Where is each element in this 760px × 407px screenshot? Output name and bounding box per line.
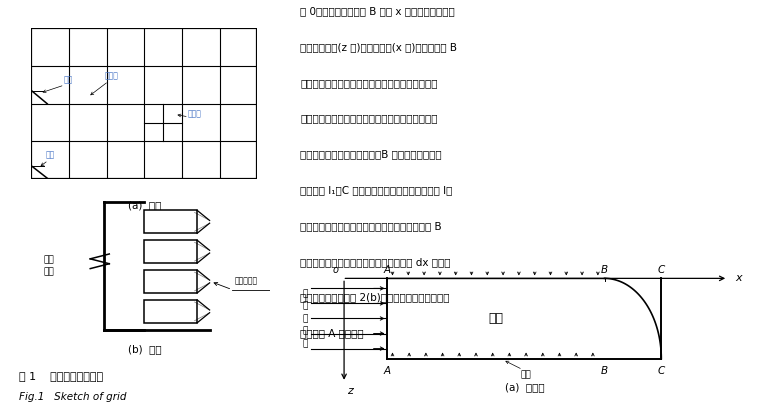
- Text: $B$: $B$: [600, 363, 609, 376]
- Bar: [144, 270, 197, 293]
- Text: 密网格: 密网格: [188, 109, 201, 118]
- Text: $A$: $A$: [383, 363, 392, 376]
- Text: 进行受力分析，如图 2(b)所示，坐标原点取网格前: 进行受力分析，如图 2(b)所示，坐标原点取网格前: [300, 293, 450, 303]
- Text: (b)  剖面: (b) 剖面: [128, 345, 161, 354]
- Text: $C$: $C$: [657, 263, 666, 276]
- Bar: [144, 210, 197, 233]
- Text: $o$: $o$: [331, 265, 339, 275]
- Text: 截面前、后土体进行分析，现取网格内厚 dx 的土体: 截面前、后土体进行分析，现取网格内厚 dx 的土体: [300, 257, 451, 267]
- Text: 刃口: 刃口: [63, 75, 73, 84]
- Text: $A$: $A$: [383, 263, 392, 276]
- Text: 图 1    工具管网格示意图: 图 1 工具管网格示意图: [19, 372, 103, 381]
- Text: 触，计为 l₁，C 截面处长度称为临界长度，计为 l，: 触，计为 l₁，C 截面处长度称为临界长度，计为 l，: [300, 185, 452, 195]
- Text: (a)  侧视图: (a) 侧视图: [505, 382, 544, 392]
- Text: $x$: $x$: [735, 274, 744, 283]
- Text: 网络: 网络: [521, 371, 531, 380]
- Text: 体状的空隙。根据以上分析，B 截面以前称为全接: 体状的空隙。根据以上分析，B 截面以前称为全接: [300, 149, 442, 160]
- Text: 刃口: 刃口: [46, 151, 55, 160]
- Text: $z$: $z$: [347, 386, 356, 396]
- Text: 迎
面
土
压
力: 迎 面 土 压 力: [303, 289, 309, 348]
- Text: (a)  立面: (a) 立面: [128, 200, 161, 210]
- Text: $B$: $B$: [600, 263, 609, 276]
- Text: 端迎土面 A 截面处。: 端迎土面 A 截面处。: [300, 328, 364, 339]
- Text: 为 0，据此可近似认为 B 截面 x 方向的土压力等于: 为 0，据此可近似认为 B 截面 x 方向的土压力等于: [300, 6, 455, 16]
- Text: 截面以后，土体只在自重及摩擦力下维持平衡，由: 截面以后，土体只在自重及摩擦力下维持平衡，由: [300, 78, 438, 88]
- Text: 预制
箱涵: 预制 箱涵: [44, 255, 55, 277]
- Text: 土体: 土体: [489, 312, 504, 325]
- Bar: [144, 240, 197, 263]
- Text: 工具管刃口: 工具管刃口: [235, 277, 258, 286]
- Text: 此面自重应力(z 向)产生的侧向(x 向)土压力。在 B: 此面自重应力(z 向)产生的侧向(x 向)土压力。在 B: [300, 42, 458, 52]
- Text: $C$: $C$: [657, 363, 666, 376]
- Bar: [144, 300, 197, 323]
- Text: 于后端临空，上部土体必然会和钢板之间产生呈锥: 于后端临空，上部土体必然会和钢板之间产生呈锥: [300, 114, 438, 124]
- Text: Fig.1   Sketch of grid: Fig.1 Sketch of grid: [19, 392, 126, 402]
- Text: 疏网格: 疏网格: [105, 72, 119, 81]
- Text: 小于此长度，土体将不再处于平衡状态。以下对 B: 小于此长度，土体将不再处于平衡状态。以下对 B: [300, 221, 442, 231]
